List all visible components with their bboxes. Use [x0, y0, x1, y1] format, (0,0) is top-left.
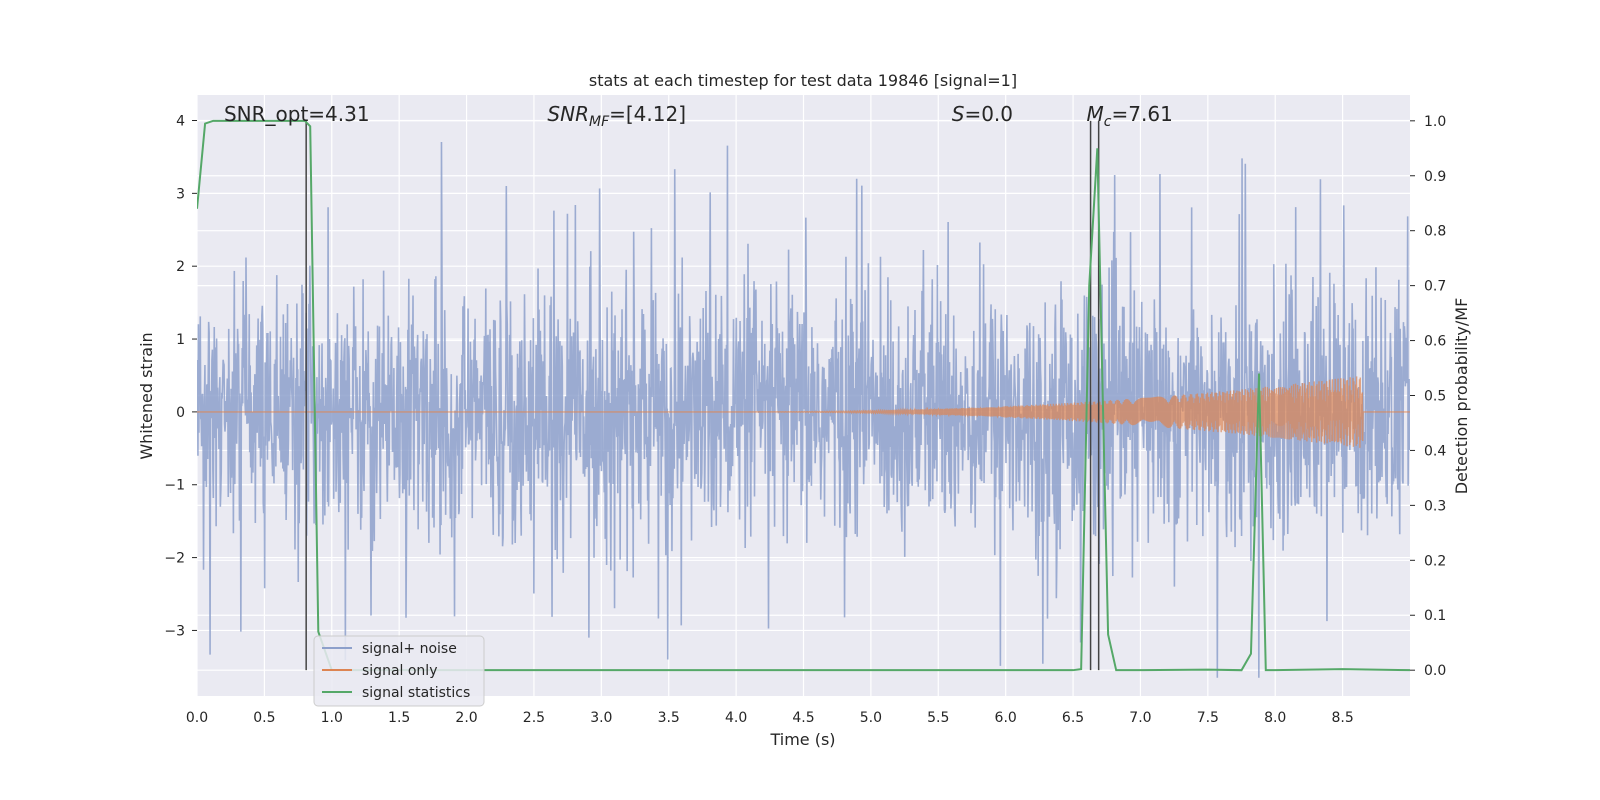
x-tick-label: 0.5 — [253, 710, 275, 726]
annotation-text: S=0.0 — [952, 102, 1013, 126]
y-right-tick-label: 0.3 — [1424, 498, 1446, 514]
plot-content — [197, 119, 1410, 678]
y-right-tick-label: 0.6 — [1424, 334, 1446, 350]
axis-tick-labels: 0.0 0.5 1.0 1.5 2.0 2.5 3.0 3.5 4.0 4.5 5.0 5.5 6.0 6… — [164, 113, 1446, 726]
y-right-tick-label: 1.0 — [1424, 114, 1446, 130]
y-right-tick-label: 0.1 — [1424, 608, 1446, 624]
y-right-tick-label: 0.2 — [1424, 553, 1446, 569]
x-tick-label: 7.0 — [1129, 710, 1151, 726]
y-left-tick-label: −2 — [164, 551, 185, 567]
annotation-text: SNRMF=[4.12] — [547, 102, 686, 130]
x-tick-label: 4.0 — [725, 710, 747, 726]
x-tick-label: 5.0 — [860, 710, 882, 726]
x-tick-label: 1.0 — [321, 710, 343, 726]
annotations: SNR_opt=4.31 SNRMF=[4.12] S=0.0 Mc=7.61 — [224, 102, 1173, 130]
y-right-tick-label: 0.7 — [1424, 279, 1446, 295]
x-tick-label: 5.5 — [927, 710, 949, 726]
x-tick-label: 3.0 — [590, 710, 612, 726]
annotation-text: Mc=7.61 — [1087, 102, 1173, 130]
y-right-tick-label: 0.5 — [1424, 389, 1446, 405]
y-left-tick-label: 1 — [176, 332, 185, 348]
legend-label: signal only — [362, 663, 437, 679]
x-tick-label: 6.5 — [1062, 710, 1084, 726]
y-left-tick-label: 0 — [176, 405, 185, 421]
y-left-tick-label: 2 — [176, 259, 185, 275]
y-axis-right-label: Detection probability/MF — [1452, 298, 1471, 495]
x-axis-label: Time (s) — [769, 730, 835, 749]
x-tick-label: 8.5 — [1331, 710, 1353, 726]
x-tick-label: 1.5 — [388, 710, 410, 726]
x-tick-label: 8.0 — [1264, 710, 1286, 726]
annotation-text: SNR_opt=4.31 — [224, 102, 370, 126]
x-tick-label: 2.5 — [523, 710, 545, 726]
y-left-tick-label: 4 — [176, 113, 185, 129]
y-right-tick-label: 0.0 — [1424, 663, 1446, 679]
x-tick-label: 4.5 — [792, 710, 814, 726]
x-tick-label: 3.5 — [658, 710, 680, 726]
x-tick-label: 0.0 — [186, 710, 208, 726]
y-left-tick-label: −3 — [164, 623, 185, 639]
y-left-tick-label: −1 — [164, 478, 185, 494]
x-tick-label: 6.0 — [995, 710, 1017, 726]
y-axis-left-label: Whitened strain — [137, 332, 156, 459]
y-left-tick-label: 3 — [176, 186, 185, 202]
y-right-tick-label: 0.9 — [1424, 169, 1446, 185]
y-right-tick-label: 0.4 — [1424, 443, 1446, 459]
legend: signal+ noise signal only signal statistic… — [313, 635, 485, 707]
series-signal-only — [197, 376, 1410, 448]
legend-box — [313, 635, 485, 707]
legend-label: signal statistics — [362, 685, 470, 701]
legend-label: signal+ noise — [362, 641, 457, 657]
x-tick-label: 2.0 — [455, 710, 477, 726]
chart-title: stats at each timestep for test data 198… — [589, 71, 1017, 90]
x-tick-label: 7.5 — [1197, 710, 1219, 726]
y-right-tick-label: 0.8 — [1424, 224, 1446, 240]
series-signal-statistics — [197, 119, 1410, 672]
